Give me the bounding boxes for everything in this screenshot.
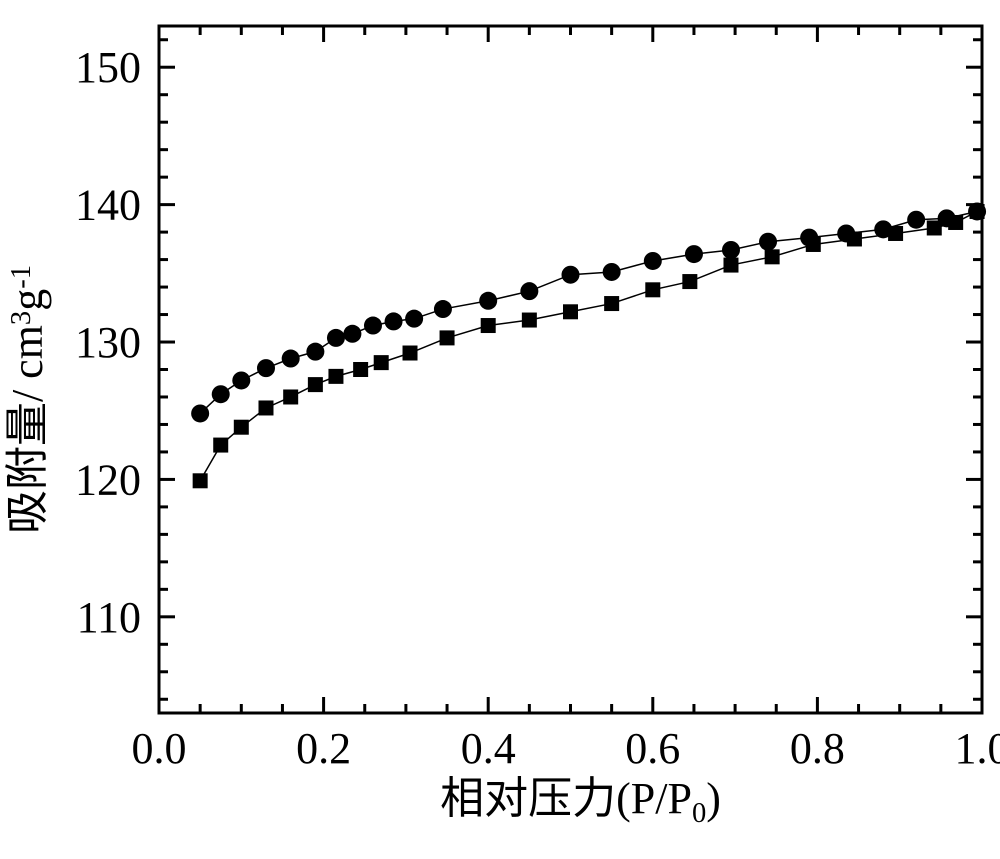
marker-adsorption — [563, 304, 578, 319]
marker-adsorption — [213, 438, 228, 453]
x-tick-label: 0.8 — [790, 724, 845, 773]
y-tick-label: 110 — [77, 593, 141, 642]
marker-desorption — [644, 252, 662, 270]
x-tick-label: 1.0 — [955, 724, 1000, 773]
marker-adsorption — [193, 473, 208, 488]
marker-adsorption — [481, 318, 496, 333]
marker-desorption — [603, 263, 621, 281]
marker-adsorption — [374, 355, 389, 370]
marker-adsorption — [927, 220, 942, 235]
y-axis-label: 吸附量/ cm3g-1 — [3, 265, 52, 534]
marker-adsorption — [888, 226, 903, 241]
x-tick-label: 0.2 — [296, 724, 351, 773]
x-tick-label: 0.6 — [625, 724, 680, 773]
marker-adsorption — [308, 377, 323, 392]
marker-adsorption — [765, 249, 780, 264]
x-axis-label: 相对压力(P/P0) — [440, 774, 721, 829]
marker-adsorption — [522, 313, 537, 328]
marker-desorption — [306, 343, 324, 361]
marker-adsorption — [645, 282, 660, 297]
marker-desorption — [343, 325, 361, 343]
marker-desorption — [364, 317, 382, 335]
y-tick-label: 120 — [75, 455, 141, 504]
y-tick-label: 130 — [75, 318, 141, 367]
isotherm-chart: 0.0 0.2 0.4 0.6 0.8 1.0 110 120 130 140 150 相对压力(P/… — [0, 0, 1000, 859]
marker-adsorption — [403, 346, 418, 361]
marker-adsorption — [604, 296, 619, 311]
marker-desorption — [520, 282, 538, 300]
marker-adsorption — [258, 400, 273, 415]
marker-adsorption — [328, 369, 343, 384]
marker-desorption — [722, 241, 740, 259]
marker-desorption — [434, 300, 452, 318]
marker-desorption — [759, 233, 777, 251]
marker-desorption — [191, 404, 209, 422]
marker-desorption — [257, 359, 275, 377]
marker-adsorption — [234, 420, 249, 435]
marker-desorption — [685, 245, 703, 263]
marker-desorption — [232, 371, 250, 389]
marker-desorption — [907, 211, 925, 229]
x-tick-label: 0.0 — [132, 724, 187, 773]
marker-adsorption — [353, 362, 368, 377]
y-tick-label: 140 — [75, 181, 141, 230]
marker-desorption — [385, 312, 403, 330]
marker-desorption — [562, 266, 580, 284]
x-tick-label: 0.4 — [461, 724, 516, 773]
y-tick-label: 150 — [75, 43, 141, 92]
marker-desorption — [327, 329, 345, 347]
marker-adsorption — [847, 231, 862, 246]
chart-container: 0.0 0.2 0.4 0.6 0.8 1.0 110 120 130 140 150 相对压力(P/… — [0, 0, 1000, 859]
marker-adsorption — [806, 237, 821, 252]
marker-adsorption — [440, 330, 455, 345]
marker-adsorption — [283, 389, 298, 404]
marker-adsorption — [723, 258, 738, 273]
marker-adsorption — [682, 274, 697, 289]
marker-desorption — [282, 350, 300, 368]
marker-desorption — [479, 292, 497, 310]
marker-adsorption — [948, 215, 963, 230]
marker-desorption — [212, 385, 230, 403]
marker-desorption — [405, 310, 423, 328]
